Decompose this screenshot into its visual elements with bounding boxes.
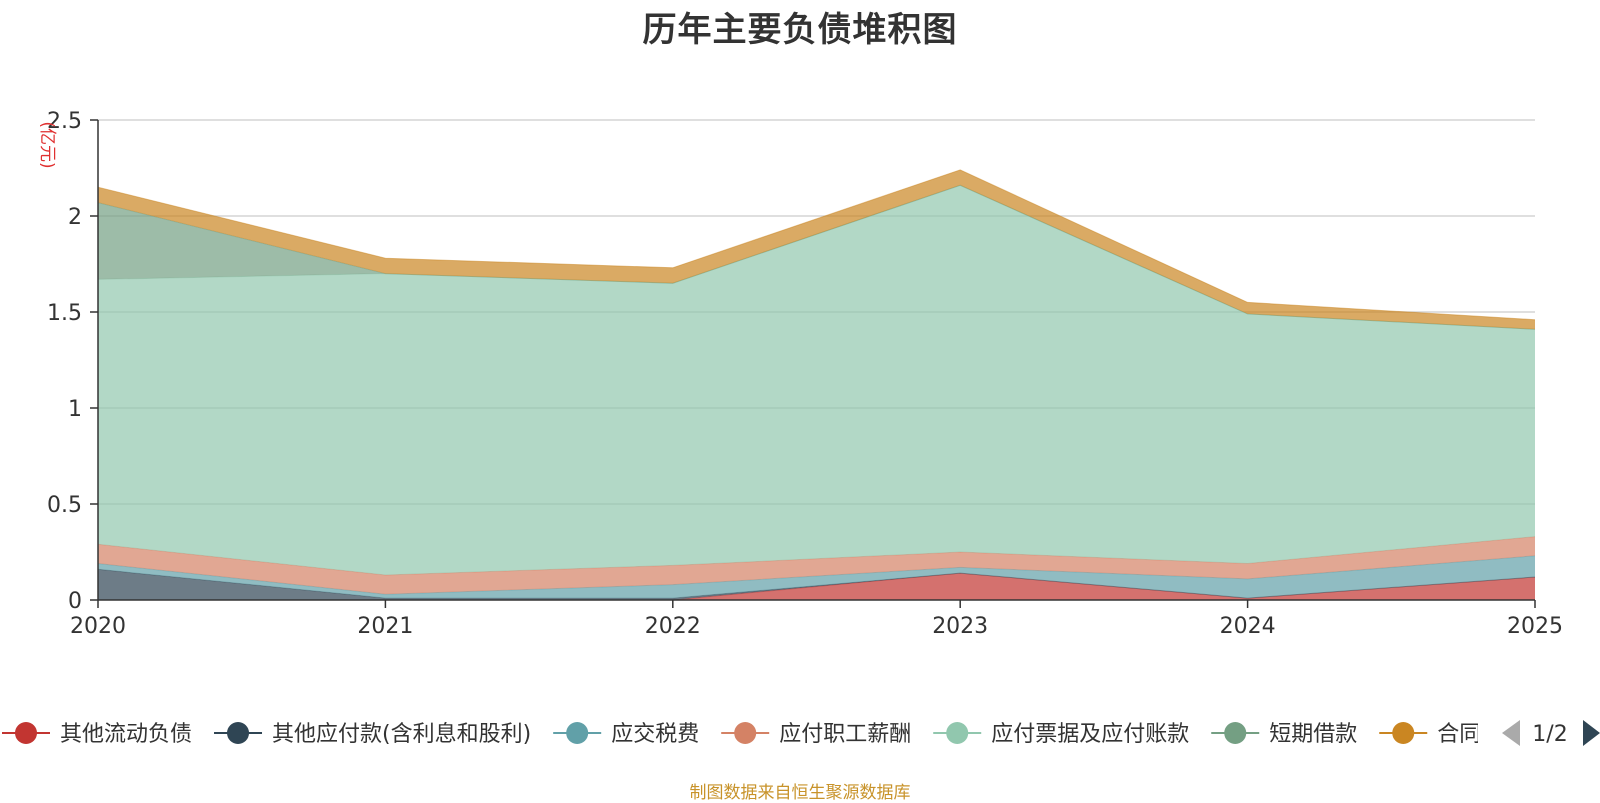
legend-label: 应付职工薪酬: [779, 722, 911, 747]
legend-label: 其他流动负债: [60, 722, 192, 747]
legend-pagination: 1/2: [1502, 720, 1600, 747]
legend-page-indicator: 1/2: [1532, 722, 1567, 747]
y-tick-label: 1: [68, 397, 82, 422]
area-series-1[interactable]: [98, 569, 1535, 600]
axes: 0 0.5 1 1.5 2 2.5 2020 2021 2022 2023 2024 2025 (亿元): [37, 109, 1563, 639]
legend-swatch-dot: [227, 722, 250, 744]
x-tick-label: 2021: [357, 614, 413, 639]
legend-item[interactable]: 应付职工薪酬: [721, 722, 911, 747]
legend-swatch-dot: [1224, 722, 1247, 744]
x-tick-label: 2020: [70, 614, 126, 639]
legend-label: 合同负债: [1437, 722, 1525, 747]
y-tick-label: 0.5: [47, 493, 82, 518]
x-tick-label: 2022: [645, 614, 701, 639]
x-tick-label: 2025: [1507, 614, 1563, 639]
legend-item[interactable]: 合同负债: [1379, 722, 1525, 747]
legend-swatch-dot: [1392, 722, 1415, 744]
legend-item[interactable]: 其他流动负债: [2, 722, 192, 747]
legend-swatch-dot: [15, 722, 37, 744]
area-series-line-6: [97, 169, 1536, 321]
legend-next-icon[interactable]: [1583, 720, 1600, 746]
legend-label: 应付票据及应付账款: [991, 722, 1189, 747]
legend-item[interactable]: 短期借款: [1211, 722, 1357, 747]
legend-items: 其他流动负债 其他应付款(含利息和股利) 应交税费 应付职工薪酬 应付票据及应付账款 短期…: [2, 722, 1525, 747]
legend-swatch-dot: [734, 722, 757, 744]
legend-swatch-dot: [566, 722, 589, 744]
area-series-group: [97, 169, 1536, 601]
legend-item[interactable]: 应交税费: [553, 722, 699, 747]
area-series-4[interactable]: [98, 185, 1535, 576]
legend-swatch-dot: [946, 722, 969, 744]
legend-label: 其他应付款(含利息和股利): [272, 722, 531, 747]
y-axis-unit-label: (亿元): [37, 121, 57, 168]
x-tick-label: 2023: [932, 614, 988, 639]
area-series-3[interactable]: [98, 536, 1535, 595]
y-tick-label: 1.5: [47, 301, 82, 326]
legend-label: 短期借款: [1269, 722, 1357, 747]
x-tick-label: 2024: [1220, 614, 1276, 639]
legend-item[interactable]: 其他应付款(含利息和股利): [214, 722, 531, 747]
legend-prev-icon[interactable]: [1502, 720, 1520, 746]
chart-title: 历年主要负债堆积图: [642, 10, 958, 50]
legend-label: 应交税费: [611, 722, 699, 747]
area-series-2[interactable]: [98, 555, 1535, 599]
y-tick-label: 2.5: [47, 109, 82, 134]
legend-item[interactable]: 应付票据及应付账款: [933, 722, 1189, 747]
source-note: 制图数据来自恒生聚源数据库: [689, 783, 911, 803]
legend: 其他流动负债 其他应付款(含利息和股利) 应交税费 应付职工薪酬 应付票据及应付账款 短期…: [2, 720, 1600, 747]
area-series-6[interactable]: [98, 169, 1535, 330]
y-tick-label: 2: [68, 205, 82, 230]
y-tick-label: 0: [68, 589, 82, 614]
